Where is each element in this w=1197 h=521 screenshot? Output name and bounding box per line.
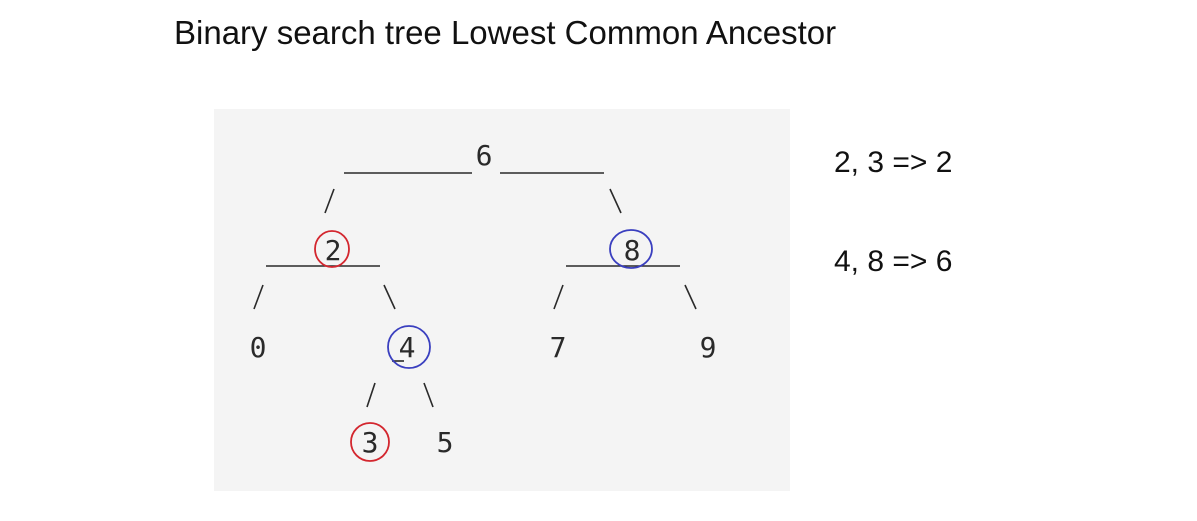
example-query-1: 2, 3 => 2	[834, 146, 953, 179]
node-9: 9	[700, 331, 717, 364]
edge-4-5	[423, 382, 434, 408]
node-6: 6	[476, 139, 493, 172]
binary-search-tree: 6 2 8 0 4 7 9 3 5	[250, 139, 717, 462]
edge-6-8	[609, 188, 622, 214]
node-3: 3	[362, 426, 379, 459]
highlight-circle-node-4	[387, 325, 431, 369]
edge-2-4	[383, 284, 396, 310]
node-4: 4	[399, 331, 416, 364]
edge-2-0	[253, 284, 264, 310]
highlight-circle-node-8	[609, 229, 653, 269]
node-7: 7	[550, 331, 567, 364]
edge-8-9	[684, 284, 697, 310]
highlight-circle-node-3	[350, 422, 390, 462]
highlight-circle-node-2	[314, 230, 350, 268]
edge-4-3	[366, 382, 376, 408]
edge-8-7	[553, 284, 564, 310]
node-8: 8	[624, 234, 641, 267]
diagram-title: Binary search tree Lowest Common Ancesto…	[174, 14, 837, 51]
node-0: 0	[250, 331, 267, 364]
node-5: 5	[437, 426, 454, 459]
node-2: 2	[325, 234, 342, 267]
example-query-2: 4, 8 => 6	[834, 245, 953, 278]
edge-6-2	[324, 188, 335, 214]
tree-panel: 6 2 8 0 4 7 9 3 5	[214, 109, 790, 491]
